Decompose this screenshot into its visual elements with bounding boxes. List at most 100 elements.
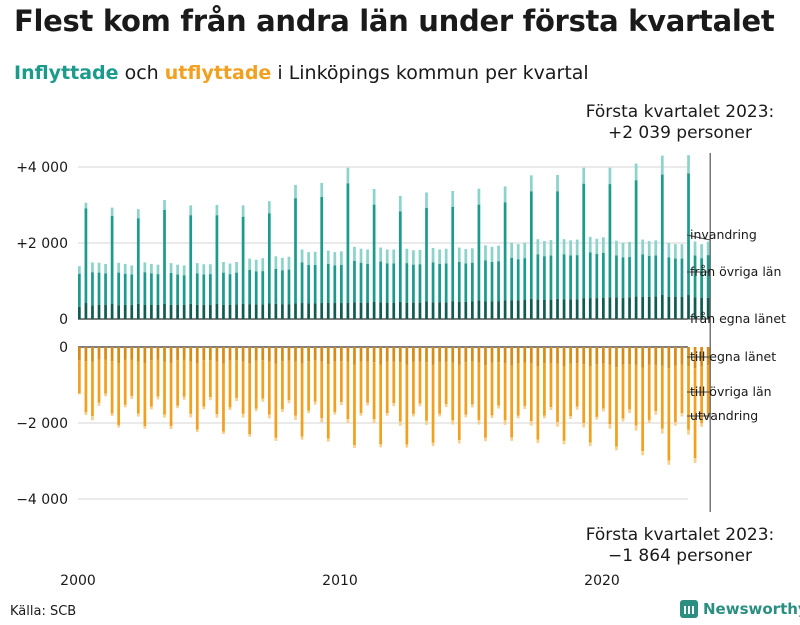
bar-outflow-emigration (156, 396, 160, 400)
annotation-top-line1: Första kvartalet 2023: (586, 102, 775, 122)
bar-inflow-local (641, 296, 645, 319)
bar-outflow-local (222, 347, 225, 364)
bar-inflow-immigration (654, 240, 658, 256)
bar-inflow-immigration (215, 205, 219, 216)
bar-outflow-emigration (510, 437, 514, 441)
bar-outflow-local (667, 347, 671, 369)
bar-inflow-local (444, 302, 448, 319)
bar-outflow-other (556, 363, 559, 423)
bar-inflow-immigration (588, 236, 592, 253)
bar-inflow-local (510, 300, 514, 319)
bar-outflow-emigration (543, 415, 546, 419)
bar-outflow-local (143, 347, 147, 363)
bar-inflow-local (575, 299, 579, 319)
bar-outflow-other (287, 360, 291, 401)
y-tick-label: −2 000 (16, 416, 68, 432)
bar-outflow-other (660, 365, 664, 429)
bar-outflow-other (156, 359, 160, 397)
bar-outflow-emigration (379, 444, 383, 448)
bar-inflow-other (215, 215, 219, 304)
bar-inflow-immigration (150, 263, 153, 274)
bar-inflow-immigration (412, 250, 415, 265)
bar-inflow-other (529, 191, 533, 299)
bar-inflow-immigration (464, 249, 468, 264)
bar-inflow-other (346, 183, 350, 304)
bar-inflow-other (615, 255, 618, 298)
bar-outflow-other (680, 364, 684, 414)
bar-outflow-other (615, 367, 618, 447)
bar-outflow-local (569, 347, 572, 364)
bar-inflow-immigration (418, 249, 422, 265)
bar-outflow-emigration (313, 401, 317, 405)
bar-inflow-other (97, 272, 101, 305)
bar-outflow-emigration (366, 402, 369, 406)
bar-inflow-immigration (503, 186, 507, 203)
bar-outflow-emigration (136, 413, 140, 417)
bar-inflow-local (451, 301, 455, 319)
bar-outflow-other (333, 361, 337, 412)
bar-outflow-local (490, 347, 494, 363)
bar-outflow-other (313, 360, 317, 402)
brand-name: Newsworthy (703, 600, 800, 618)
bar-inflow-local (529, 298, 533, 319)
bar-outflow-emigration (307, 410, 310, 414)
bar-inflow-other (353, 260, 356, 303)
bar-inflow-other (641, 254, 645, 297)
bar-inflow-other (654, 255, 658, 297)
bar-inflow-local (634, 296, 638, 319)
bar-inflow-local (706, 297, 710, 319)
bar-outflow-local (425, 347, 428, 363)
bar-inflow-other (222, 272, 225, 305)
bar-inflow-local (104, 304, 107, 319)
bar-outflow-emigration (340, 402, 343, 406)
bar-outflow-local (169, 347, 173, 363)
bar-inflow-other (379, 261, 383, 303)
bar-outflow-other (281, 361, 284, 410)
bar-inflow-other (392, 263, 396, 303)
bar-outflow-local (130, 347, 134, 360)
bar-outflow-emigration (556, 422, 559, 427)
bar-inflow-other (464, 263, 468, 302)
bar-outflow-other (438, 361, 441, 414)
brand-logo: Newsworthy (680, 600, 800, 618)
bar-inflow-immigration (621, 242, 625, 258)
bar-inflow-other (320, 197, 324, 304)
bar-inflow-immigration (595, 238, 599, 255)
bar-inflow-other (287, 269, 291, 305)
bar-outflow-other (398, 362, 402, 422)
bar-outflow-emigration (667, 460, 671, 465)
series-label: till egna länet (690, 349, 776, 364)
bar-inflow-local (628, 297, 631, 319)
bar-inflow-immigration (353, 246, 356, 261)
bar-outflow-emigration (235, 397, 238, 401)
bar-inflow-local (287, 304, 291, 319)
bar-outflow-other (130, 359, 134, 397)
subtitle-and: och (124, 62, 159, 84)
bar-inflow-local (307, 303, 310, 319)
bar-inflow-other (680, 258, 684, 297)
bar-outflow-local (261, 347, 265, 361)
bar-outflow-emigration (516, 415, 520, 419)
bar-inflow-local (84, 303, 88, 319)
bar-outflow-emigration (117, 425, 121, 428)
bar-inflow-local (425, 301, 428, 319)
series-label: till övriga län (690, 384, 772, 399)
bar-outflow-other (418, 361, 422, 404)
bar-inflow-other (130, 274, 134, 305)
bar-outflow-emigration (569, 416, 572, 419)
bar-outflow-local (431, 347, 435, 365)
bar-inflow-local (562, 299, 566, 319)
bar-inflow-immigration (680, 244, 684, 259)
bar-outflow-emigration (438, 413, 441, 417)
bar-inflow-immigration (163, 200, 166, 210)
bar-inflow-local (228, 304, 232, 319)
y-tick-label: +4 000 (16, 160, 68, 176)
bar-inflow-immigration (667, 243, 671, 258)
bar-outflow-emigration (562, 440, 566, 445)
bar-outflow-local (641, 347, 645, 368)
bar-inflow-immigration (438, 249, 441, 264)
bar-inflow-local (202, 304, 206, 319)
bar-outflow-other (300, 363, 304, 437)
bar-inflow-local (582, 298, 586, 319)
bar-inflow-other (235, 272, 238, 305)
